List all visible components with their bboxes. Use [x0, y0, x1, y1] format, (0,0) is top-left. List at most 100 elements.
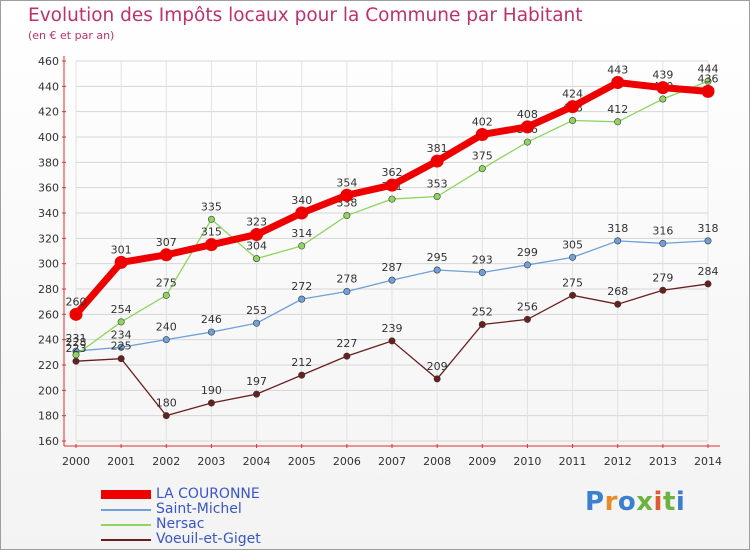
legend-label: Voeuil-et-Giget — [156, 531, 261, 547]
data-point — [701, 84, 715, 98]
data-point — [388, 337, 396, 345]
data-label: 239 — [382, 322, 403, 335]
data-point — [478, 165, 486, 173]
data-label: 240 — [156, 321, 177, 334]
data-point — [204, 238, 218, 252]
y-tick-label: 460 — [38, 55, 59, 68]
data-label: 278 — [336, 273, 357, 286]
y-tick-label: 400 — [38, 131, 59, 144]
data-label: 375 — [472, 150, 493, 163]
logo-letter: i — [675, 487, 686, 517]
data-point — [250, 228, 264, 242]
data-label: 314 — [291, 227, 312, 240]
logo-letter: t — [662, 487, 676, 517]
data-label: 402 — [472, 115, 493, 128]
data-label: 412 — [607, 103, 628, 116]
x-tick-label: 2004 — [243, 455, 271, 468]
data-label: 299 — [517, 246, 538, 259]
data-point — [659, 239, 667, 247]
chart-title: Evolution des Impôts locaux pour la Comm… — [28, 5, 583, 26]
data-point — [162, 336, 170, 344]
data-label: 254 — [111, 303, 132, 316]
data-label: 304 — [246, 240, 267, 253]
x-tick-label: 2006 — [333, 455, 361, 468]
legend-swatch — [101, 490, 151, 499]
data-point — [388, 276, 396, 284]
data-point — [614, 118, 622, 126]
y-tick-label: 180 — [38, 410, 59, 423]
data-label: 275 — [562, 276, 583, 289]
legend-swatch — [101, 539, 151, 541]
data-point — [433, 193, 441, 201]
x-tick-label: 2008 — [423, 455, 451, 468]
data-label: 287 — [382, 261, 403, 274]
data-label: 275 — [156, 276, 177, 289]
data-point — [343, 288, 351, 296]
data-point — [253, 319, 261, 327]
logo-letter: r — [604, 487, 618, 517]
y-tick-label: 240 — [38, 334, 59, 347]
data-label: 252 — [472, 305, 493, 318]
data-point — [117, 318, 125, 326]
data-label: 316 — [652, 224, 673, 237]
x-tick-label: 2000 — [62, 455, 90, 468]
logo-letter: P — [585, 487, 605, 517]
y-tick-label: 300 — [38, 258, 59, 271]
data-point — [611, 76, 625, 90]
data-label: 284 — [698, 265, 719, 278]
data-label: 354 — [336, 176, 357, 189]
data-label: 307 — [156, 236, 177, 249]
data-label: 272 — [291, 280, 312, 293]
data-label: 353 — [427, 178, 448, 191]
y-tick-label: 200 — [38, 384, 59, 397]
data-point — [117, 355, 125, 363]
y-tick-label: 160 — [38, 435, 59, 448]
data-label: 301 — [111, 243, 132, 256]
proxiti-logo: Proxiti — [585, 487, 685, 517]
y-tick-label: 420 — [38, 106, 59, 119]
legend-label: Saint-Michel — [156, 501, 242, 517]
x-tick-label: 2010 — [513, 455, 541, 468]
data-point — [659, 95, 667, 103]
data-label: 381 — [427, 142, 448, 155]
data-label: 362 — [382, 166, 403, 179]
data-label: 234 — [111, 328, 132, 341]
data-label: 335 — [201, 200, 222, 213]
x-tick-label: 2002 — [152, 455, 180, 468]
x-tick-label: 2007 — [378, 455, 406, 468]
data-label: 228 — [66, 336, 87, 349]
data-point — [614, 300, 622, 308]
y-tick-label: 320 — [38, 232, 59, 245]
y-tick-label: 340 — [38, 207, 59, 220]
data-label: 246 — [201, 313, 222, 326]
data-point — [295, 206, 309, 220]
data-label: 436 — [698, 72, 719, 85]
data-point — [704, 280, 712, 288]
data-label: 253 — [246, 304, 267, 317]
data-label: 318 — [607, 222, 628, 235]
data-point — [343, 352, 351, 360]
x-tick-label: 2001 — [107, 455, 135, 468]
data-point — [162, 291, 170, 299]
x-tick-label: 2013 — [649, 455, 677, 468]
data-label: 197 — [246, 375, 267, 388]
chart-subtitle: (en € et par an) — [28, 29, 115, 42]
data-point — [162, 412, 170, 420]
y-tick-label: 280 — [38, 283, 59, 296]
logo-letter: i — [653, 487, 663, 517]
y-tick-label: 260 — [38, 308, 59, 321]
data-label: 180 — [156, 397, 177, 410]
data-point — [253, 255, 261, 263]
data-point — [523, 315, 531, 323]
logo-letter: x — [636, 487, 654, 517]
data-point — [69, 307, 83, 321]
data-label: 318 — [698, 222, 719, 235]
data-label: 225 — [111, 340, 132, 353]
x-tick-label: 2012 — [604, 455, 632, 468]
data-point — [433, 266, 441, 274]
data-point — [523, 138, 531, 146]
x-tick-label: 2005 — [288, 455, 316, 468]
data-point — [614, 237, 622, 245]
